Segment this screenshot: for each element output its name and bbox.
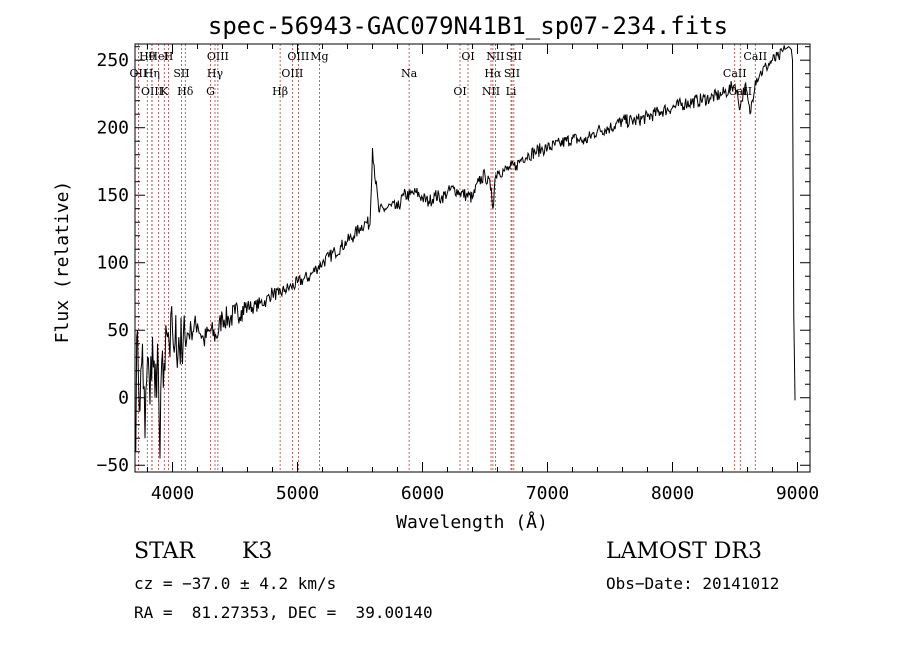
y-tick-label: −50 (96, 455, 129, 476)
class-label: STAR (134, 539, 195, 564)
line-label-caii: CaII (743, 50, 767, 63)
y-tick-label: 150 (96, 185, 129, 206)
line-label-nii: NII (486, 50, 504, 63)
line-label-li: Li (506, 85, 517, 98)
line-label-caii: CaII (723, 67, 747, 80)
x-tick-label: 4000 (151, 483, 194, 504)
coordinates-readout: RA = 81.27353, DEC = 39.00140 (134, 603, 433, 622)
line-label-hei: HeI (148, 50, 168, 63)
line-label-nii: NII (482, 85, 500, 98)
x-tick-label: 7000 (526, 483, 569, 504)
x-tick-label: 5000 (276, 483, 319, 504)
y-tick-label: 200 (96, 118, 129, 139)
line-label-h: H (164, 50, 174, 63)
line-label-hδ: Hδ (177, 85, 194, 98)
y-axis-ticks: −50 0 50 100 150 200 250 (96, 46, 810, 476)
line-label-oiii: OIII (141, 85, 163, 98)
spectrum-chart: spec-56943-GAC079N41B1_sp07-234.fits HθO… (52, 12, 819, 533)
flux-series-line (135, 45, 796, 459)
x-axis-ticks: 4000 5000 6000 7000 8000 9000 (147, 44, 819, 504)
line-label-oi: OI (453, 85, 466, 98)
x-axis-label: Wavelength (Å) (396, 511, 548, 533)
x-tick-label: 8000 (651, 483, 694, 504)
line-label-oi: OI (461, 50, 474, 63)
line-label-sii: SII (506, 50, 522, 63)
obs-date: Obs−Date: 20141012 (606, 574, 780, 593)
x-tick-label: 6000 (401, 483, 444, 504)
spectral-line-markers (138, 44, 756, 472)
y-axis-label: Flux (relative) (52, 181, 73, 344)
line-label-na: Na (401, 67, 418, 80)
plot-frame (134, 43, 811, 473)
y-tick-label: 250 (96, 50, 129, 71)
line-label-k: K (160, 85, 169, 98)
line-label-sii: SII (173, 67, 189, 80)
velocity-readout: cz = −37.0 ± 4.2 km/s (134, 574, 337, 593)
y-tick-label: 100 (96, 253, 129, 274)
subclass-label: K3 (242, 539, 273, 564)
line-label-hα: Hα (484, 67, 502, 80)
line-label-mg: Mg (310, 50, 328, 63)
line-label-hβ: Hβ (272, 85, 288, 98)
line-label-sii: SII (504, 67, 520, 80)
x-tick-label: 9000 (776, 483, 819, 504)
line-label-g: G (206, 85, 215, 98)
line-label-oiii: OIII (287, 50, 309, 63)
chart-title: spec-56943-GAC079N41B1_sp07-234.fits (208, 12, 728, 40)
survey-label: LAMOST DR3 (606, 539, 762, 564)
spectral-line-labels: HθOIIOIIIHeIHηKHSIIHδOIIIHγGOIIIOIIIHβMg… (130, 50, 768, 98)
line-label-hγ: Hγ (207, 67, 224, 80)
y-tick-label: 0 (118, 388, 129, 409)
y-tick-label: 50 (107, 320, 129, 341)
line-label-hη: Hη (144, 67, 160, 80)
line-label-oiii: OIII (207, 50, 229, 63)
line-label-oiii: OIII (281, 67, 303, 80)
